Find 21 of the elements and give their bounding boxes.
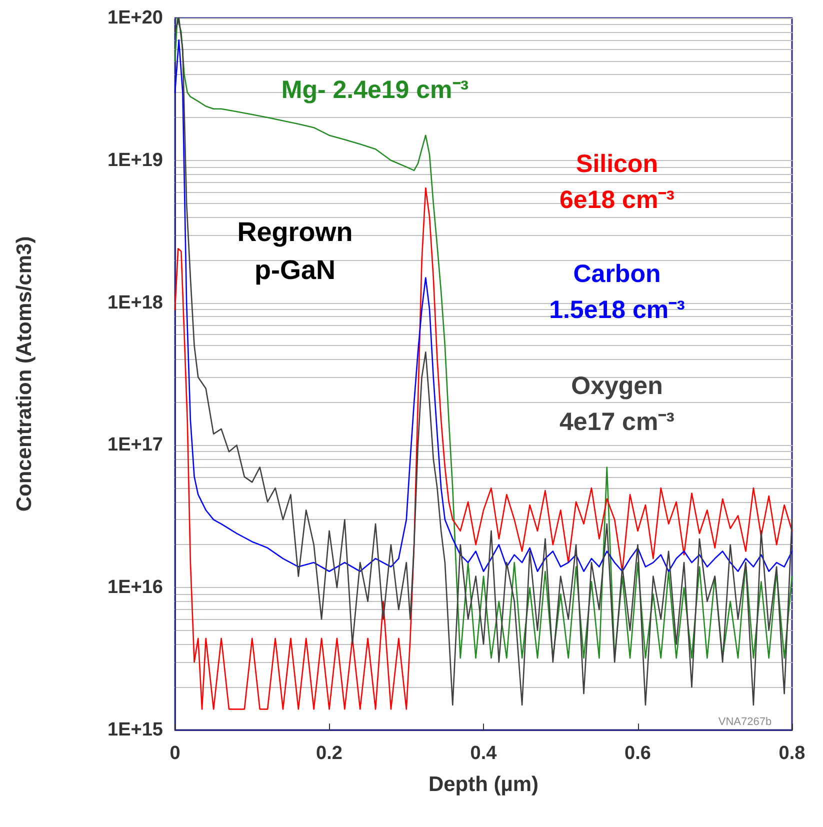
- annotation: VNA7267b: [718, 716, 772, 728]
- y-tick-label: 1E+15: [108, 720, 164, 740]
- y-tick-label: 1E+20: [108, 8, 163, 28]
- x-tick-label: 0: [170, 743, 180, 764]
- y-tick-label: 1E+18: [108, 292, 163, 314]
- series-label: Mg- 2.4e19 cm⁻³: [281, 76, 469, 104]
- x-tick-label: 0.4: [470, 743, 498, 764]
- text: Silicon 6e18 cm⁻³: [559, 150, 675, 214]
- line-series: [174, 39, 793, 572]
- annotation: Regrown p-GaN: [237, 217, 353, 285]
- y-axis-title: Concentration (Atoms/cm3): [13, 236, 36, 512]
- y-tick-label: 1E+16: [108, 577, 163, 598]
- x-tick-label: 0.6: [624, 743, 651, 764]
- text: Oxygen 4e17 cm⁻³: [559, 372, 675, 436]
- x-tick-label: 0.2: [316, 743, 342, 764]
- line-series: [174, 187, 793, 710]
- y-tick-label: 1E+17: [108, 434, 163, 456]
- x-axis-title: Depth (µm): [428, 773, 539, 796]
- y-tick-label: 1E+19: [108, 150, 163, 171]
- x-tick-label: 0.8: [778, 743, 806, 764]
- text: Carbon 1.5e18 cm⁻³: [549, 260, 685, 324]
